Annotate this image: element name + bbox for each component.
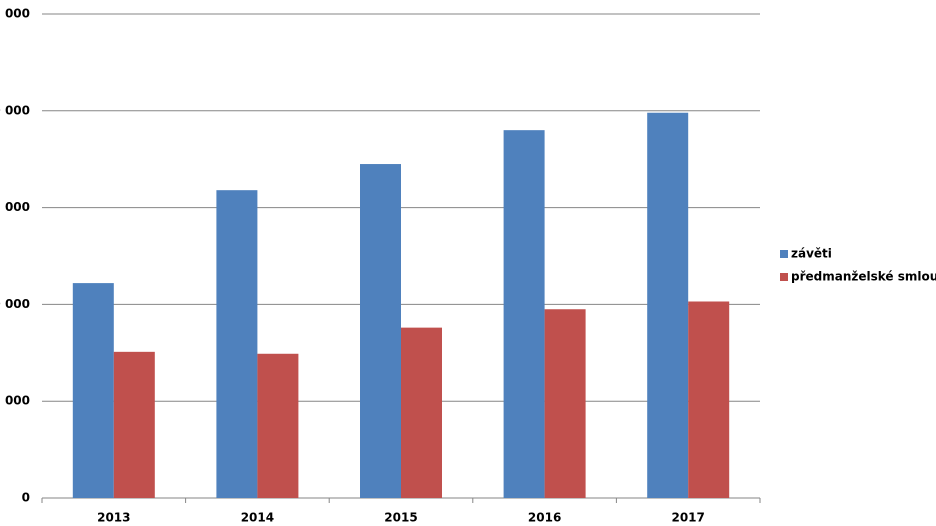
bar	[544, 309, 586, 498]
bar	[257, 353, 299, 498]
bar	[503, 130, 545, 498]
bar	[72, 283, 114, 498]
y-tick-label: 25 000	[0, 7, 30, 21]
legend-label: závěti	[791, 247, 832, 261]
y-tick-label: 20 000	[0, 103, 30, 117]
y-tick-label: 0	[22, 491, 30, 505]
x-tick-label: 2013	[97, 511, 130, 525]
legend-swatch	[780, 250, 788, 258]
bar	[216, 190, 258, 498]
y-tick-label: 15 000	[0, 200, 30, 214]
bar	[113, 351, 155, 498]
bar	[688, 301, 730, 498]
y-tick-label: 5 000	[0, 394, 30, 408]
x-tick-label: 2015	[384, 511, 417, 525]
x-tick-label: 2016	[528, 511, 561, 525]
legend-label: předmanželské smlouv	[791, 270, 936, 284]
y-tick-label: 10 000	[0, 297, 30, 311]
bar	[647, 112, 689, 499]
bar	[360, 164, 401, 499]
x-tick-label: 2017	[671, 511, 704, 525]
legend-swatch	[780, 273, 788, 281]
bar	[401, 327, 442, 498]
x-tick-label: 2014	[241, 511, 274, 525]
